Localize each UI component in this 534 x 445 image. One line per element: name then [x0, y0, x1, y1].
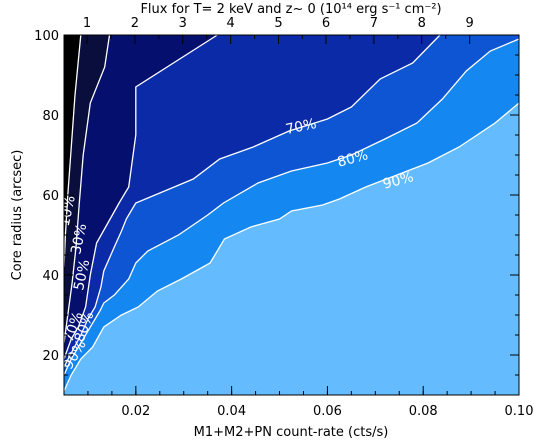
top-tick-label: 2	[131, 16, 139, 31]
top-tick-label: 1	[83, 16, 91, 31]
x-tick-label: 0.02	[121, 404, 150, 419]
contour-label-4: 30%	[68, 222, 90, 256]
y-tick-label: 20	[42, 349, 59, 364]
top-axis-title: Flux for T= 2 keV and z~ 0 (10¹⁴ erg s⁻¹…	[140, 2, 441, 17]
contour-line-50	[63, 34, 218, 360]
x-axis-title: M1+M2+PN count-rate (cts/s)	[194, 425, 389, 440]
top-tick-label: 3	[179, 16, 187, 31]
axis-ticks: 0.02 0.04 0.06 0.08 0.10 20 40 60 80 100 1 2 3 4 5 6 7 8 9	[34, 16, 533, 419]
contour-label-0: 70%	[284, 116, 318, 138]
contour-line-30	[63, 34, 111, 344]
y-tick-label: 80	[42, 109, 59, 124]
contour-line-90	[63, 102, 520, 392]
top-tick-label: 6	[322, 16, 330, 31]
y-tick-label: 40	[42, 269, 59, 284]
x-tick-label: 0.04	[217, 404, 246, 419]
top-tick-label: 4	[227, 16, 235, 31]
y-axis-title: Core radius (arcsec)	[10, 150, 25, 281]
y-tick-label: 100	[34, 29, 59, 44]
x-tick-label: 0.10	[505, 404, 534, 419]
contour-label-3: 10%	[57, 194, 79, 228]
contour-label-2: 90%	[381, 169, 415, 193]
band-6	[64, 35, 519, 395]
y-tick-label: 60	[42, 189, 59, 204]
contour-lines	[63, 34, 520, 392]
top-tick-label: 7	[370, 16, 378, 31]
contour-line-70	[63, 34, 441, 368]
contour-fills	[64, 35, 519, 395]
contour-label-1: 80%	[336, 147, 370, 171]
x-tick-label: 0.06	[313, 404, 342, 419]
top-tick-label: 8	[418, 16, 426, 31]
top-tick-label: 9	[466, 16, 474, 31]
contour-line-80	[63, 38, 520, 376]
x-tick-label: 0.08	[409, 404, 438, 419]
contour-labels: 70%80%90%10%30%50%70%80%90%	[57, 116, 416, 373]
contour-line-10	[63, 34, 82, 268]
contour-label-5: 50%	[71, 258, 93, 292]
top-tick-label: 5	[274, 16, 282, 31]
